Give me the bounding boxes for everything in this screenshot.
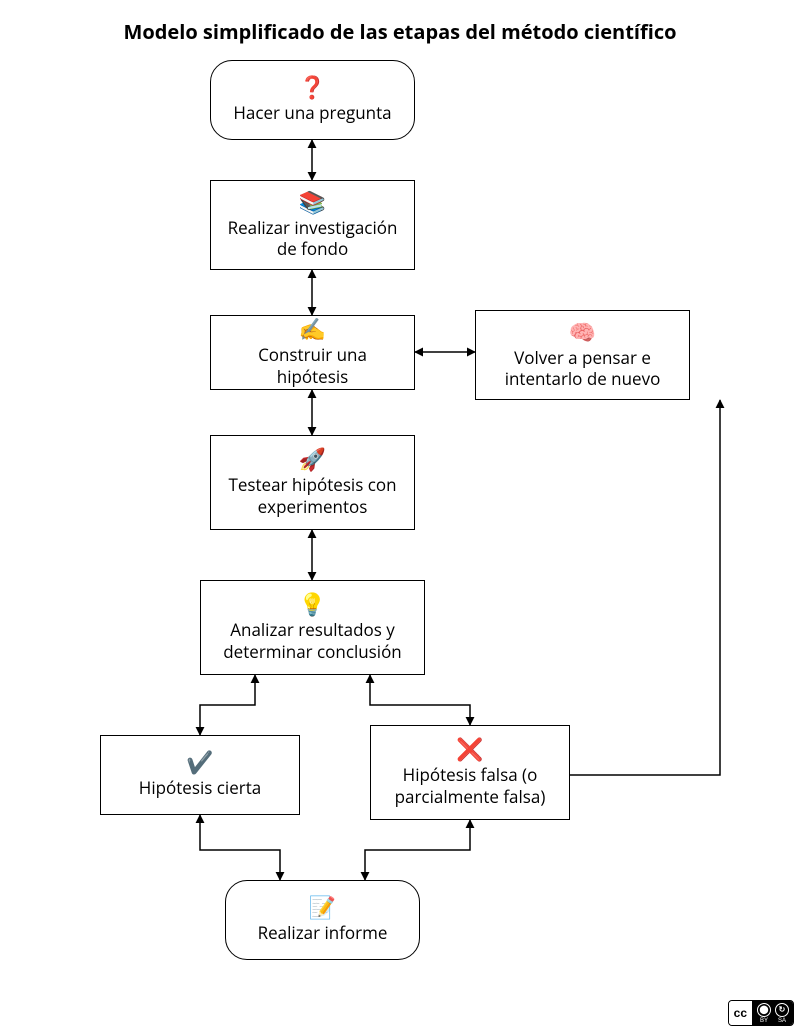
node-label: Hipótesis falsa (o parcialmente falsa) (381, 764, 559, 807)
node-hypo: ✍️ Construir una hipótesis (210, 315, 415, 390)
cc-sa-icon: ↻ SA (775, 1003, 789, 1024)
node-label: Realizar investigación de fondo (221, 217, 404, 260)
lightbulb-icon: 💡 (299, 593, 326, 615)
node-true: ✔️ Hipótesis cierta (100, 735, 300, 815)
cc-license-badge: cc ⬤ BY ↻ SA (728, 1000, 794, 1026)
brain-icon: 🧠 (569, 321, 596, 343)
cc-terms: ⬤ BY ↻ SA (753, 1001, 793, 1025)
node-label: Hacer una pregunta (233, 102, 391, 123)
write-icon: ✍️ (299, 318, 326, 340)
node-label: Volver a pensar e intentarlo de nuevo (486, 347, 679, 390)
node-ask: ❓ Hacer una pregunta (210, 60, 415, 140)
node-label: Realizar informe (258, 922, 388, 943)
node-label: Hipótesis cierta (139, 777, 261, 798)
flowchart-canvas: Modelo simplificado de las etapas del mé… (0, 0, 800, 1032)
books-icon: 📚 (299, 191, 326, 213)
node-report: 📝 Realizar informe (225, 880, 420, 960)
check-icon: ✔️ (186, 751, 213, 773)
question-icon: ❓ (299, 76, 326, 98)
node-analyze: 💡 Analizar resultados y determinar conclu… (200, 580, 425, 675)
cc-logo: cc (729, 1001, 753, 1025)
node-label: Analizar resultados y determinar conclus… (211, 619, 414, 662)
node-label: Testear hipótesis con experimentos (221, 474, 404, 517)
node-rethink: 🧠 Volver a pensar e intentarlo de nuevo (475, 310, 690, 400)
node-research: 📚 Realizar investigación de fondo (210, 180, 415, 270)
diagram-title: Modelo simplificado de las etapas del mé… (0, 18, 800, 45)
rocket-icon: 🚀 (299, 448, 326, 470)
report-icon: 📝 (309, 896, 336, 918)
cc-by-icon: ⬤ BY (757, 1003, 771, 1024)
cross-icon: ❌ (456, 738, 483, 760)
node-label: Construir una hipótesis (221, 344, 404, 387)
node-false: ❌ Hipótesis falsa (o parcialmente falsa) (370, 725, 570, 820)
node-test: 🚀 Testear hipótesis con experimentos (210, 435, 415, 530)
